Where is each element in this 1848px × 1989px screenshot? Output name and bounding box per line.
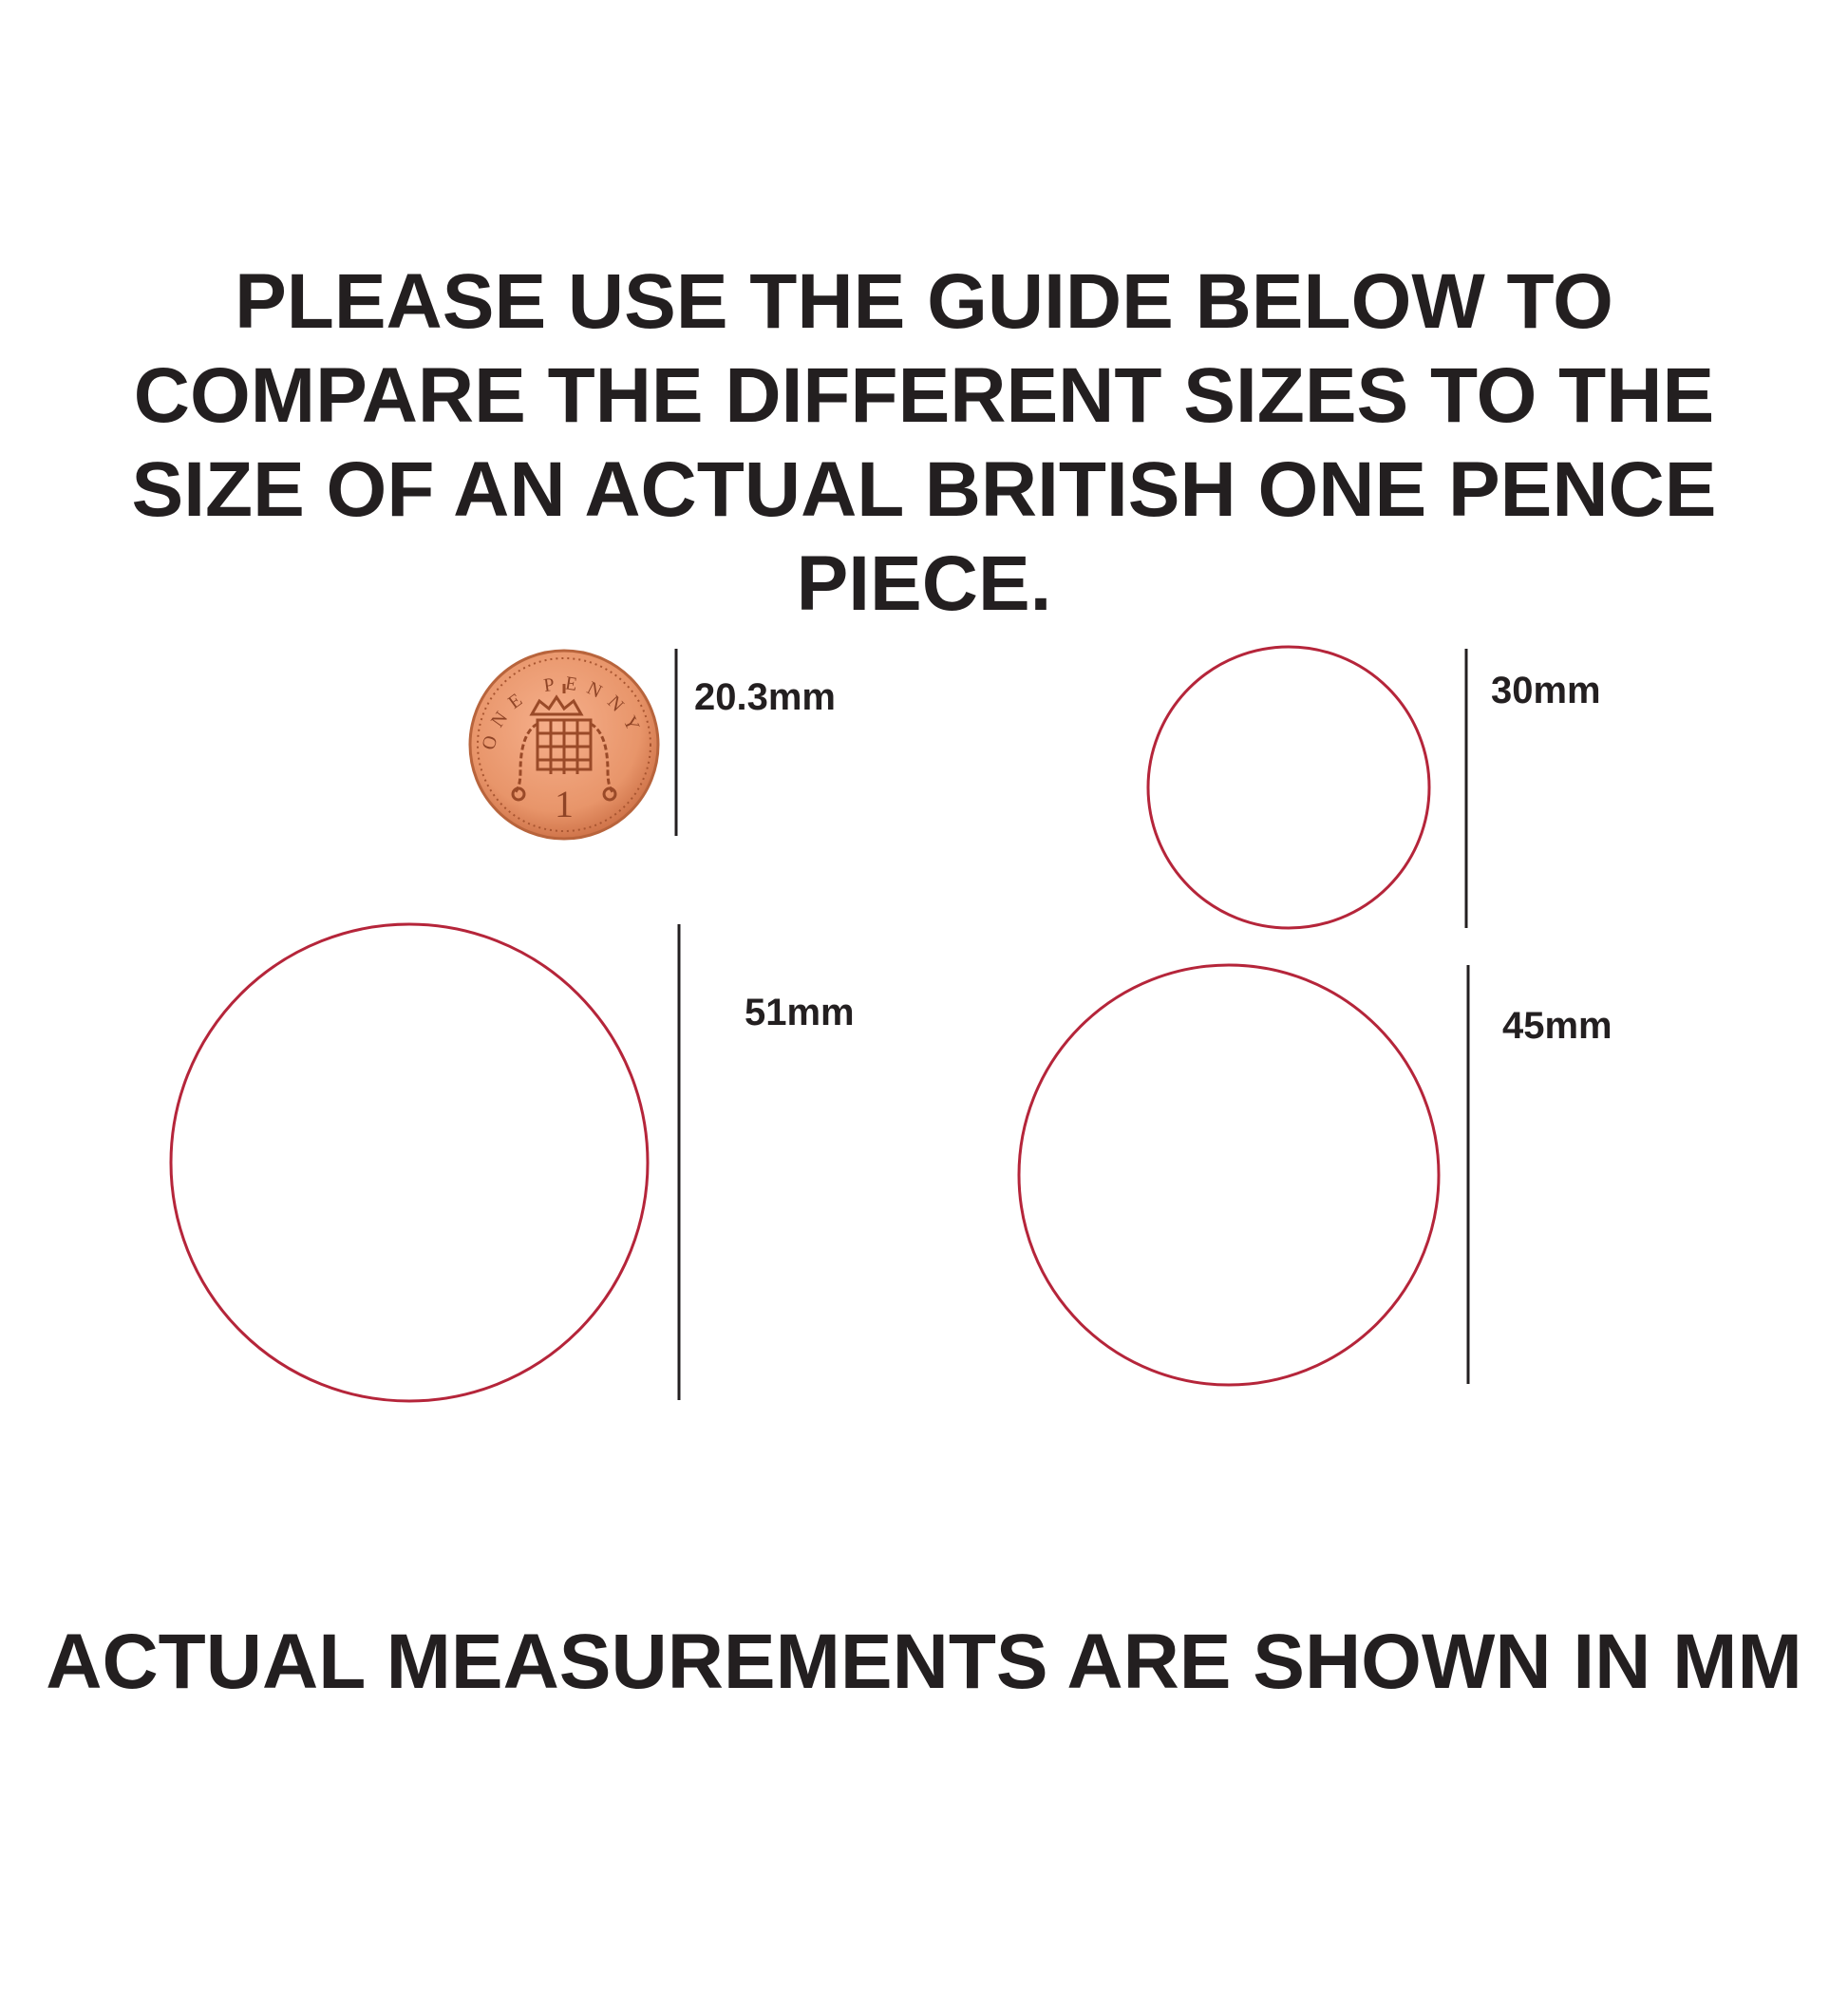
label-51mm: 51mm bbox=[745, 992, 855, 1033]
one-penny-coin-image: ONE PENNY 1 bbox=[468, 649, 660, 841]
heading-line: PIECE. bbox=[796, 540, 1052, 627]
circle-30mm bbox=[1146, 645, 1431, 930]
heading-line: PLEASE USE THE GUIDE BELOW TO bbox=[235, 258, 1613, 345]
heading: PLEASE USE THE GUIDE BELOW TO COMPARE TH… bbox=[0, 255, 1848, 631]
footer-note: ACTUAL MEASUREMENTS ARE SHOWN IN MM bbox=[46, 1619, 1802, 1705]
coin-value: 1 bbox=[555, 783, 574, 825]
label-45mm: 45mm bbox=[1502, 1005, 1612, 1047]
label-20-3mm: 20.3mm bbox=[694, 676, 836, 718]
heading-line: COMPARE THE DIFFERENT SIZES TO THE bbox=[133, 352, 1715, 439]
label-30mm: 30mm bbox=[1491, 670, 1601, 711]
circle-51mm bbox=[169, 922, 650, 1403]
heading-line: SIZE OF AN ACTUAL BRITISH ONE PENCE bbox=[131, 446, 1717, 533]
circle-45mm bbox=[1017, 963, 1441, 1387]
